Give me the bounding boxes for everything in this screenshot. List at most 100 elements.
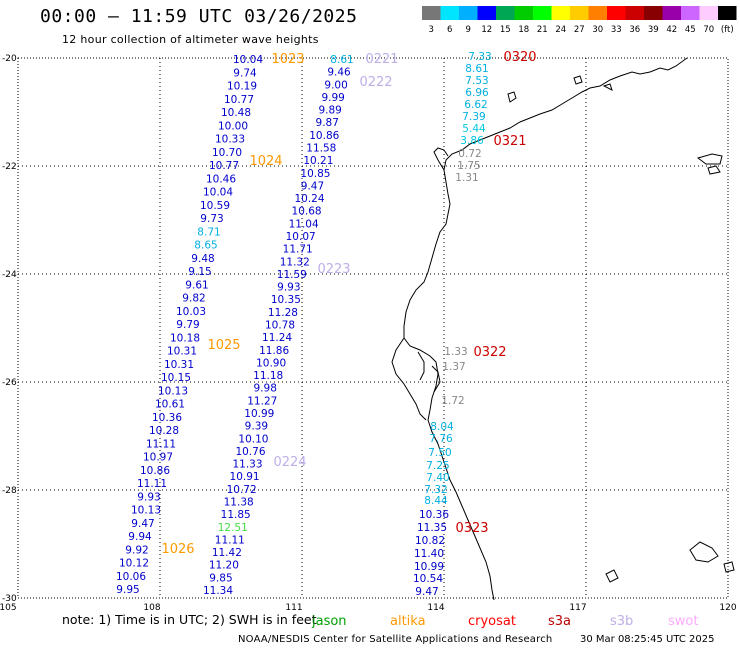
pass-date-label: 0223 (317, 262, 350, 277)
swh-value: 9.99 (321, 92, 344, 104)
swh-value: 11.11 (215, 534, 245, 546)
swh-value: 10.04 (203, 187, 233, 199)
footer-note-text: note: 1) Time is in UTC; 2) SWH is in fe… (62, 612, 317, 627)
swh-value: 11.38 (224, 497, 254, 509)
island-4 (696, 153, 723, 165)
pass-date-label: 0321 (493, 134, 526, 149)
swh-value: 8.04 (430, 421, 454, 433)
pass-date-label: 0320 (503, 50, 536, 65)
swh-value: 9.85 (209, 572, 232, 584)
timestamp: 30 Mar 08:25:45 UTC 2025 (580, 634, 715, 645)
colorbar-label: 9 (466, 25, 471, 34)
swh-value: 10.61 (155, 399, 185, 411)
colorbar-swatch (644, 6, 663, 20)
legend-cryosat: cryosat (468, 614, 516, 629)
swh-value: 10.13 (158, 385, 188, 397)
colorbar-swatch (496, 6, 515, 20)
colorbar-swatch (477, 6, 496, 20)
swh-value: 10.46 (206, 173, 236, 185)
pass-date-label: 1026 (161, 542, 194, 557)
colorbar-swatch (662, 6, 681, 20)
swh-value: 9.92 (125, 544, 148, 556)
colorbar-swatch (551, 6, 570, 20)
colorbar-label: 15 (500, 25, 511, 34)
swh-value: 5.44 (462, 123, 486, 135)
colorbar-label: 18 (518, 25, 529, 34)
colorbar-swatch (422, 6, 441, 20)
swh-value: 11.04 (289, 218, 319, 230)
swh-value: 7.50 (428, 447, 451, 459)
swh-value: 10.15 (161, 372, 191, 384)
swh-value: 1.33 (444, 346, 467, 358)
swh-value: 9.87 (316, 117, 339, 129)
swh-value: 8.65 (194, 240, 217, 252)
map-title: 00:00 – 11:59 UTC 03/26/2025 (40, 6, 358, 27)
y-tick-label: -20 (2, 54, 17, 64)
shark-bay-peninsula (391, 337, 441, 421)
swh-value: 7.40 (426, 472, 449, 484)
colorbar-label: 21 (537, 25, 548, 34)
swh-value: 10.91 (230, 471, 260, 483)
pass-date-label: 0222 (359, 75, 392, 90)
swh-value: 10.77 (209, 160, 239, 172)
swh-value: 10.36 (419, 509, 449, 521)
colorbar-label: 3 (429, 25, 434, 34)
swh-value: 10.28 (149, 425, 179, 437)
swh-value: 10.31 (164, 359, 194, 371)
colorbar-labels: 3 6 9 12 15 18 21 24 27 30 33 36 39 42 45 70 (ft) (429, 25, 734, 34)
swh-value: 7.25 (426, 460, 449, 472)
y-tick-label: -30 (2, 594, 17, 604)
swh-value: 10.82 (415, 535, 445, 547)
swh-value: 9.61 (185, 279, 208, 291)
swh-value: 10.77 (224, 94, 254, 106)
legend-jason: jason (311, 614, 347, 629)
swh-value: 11.32 (280, 256, 310, 268)
swh-value: 8.71 (197, 226, 220, 238)
island-7 (605, 569, 619, 583)
legend-altika: altika (390, 614, 426, 629)
australia-coastline (403, 57, 688, 601)
swh-value: 10.86 (309, 130, 339, 142)
swh-value: 9.95 (116, 584, 139, 596)
colorbar-swatch (514, 6, 533, 20)
swh-value: 11.85 (221, 509, 251, 521)
swh-value: 10.18 (170, 332, 200, 344)
legend-s3b: s3b (610, 614, 633, 629)
swh-value: 10.36 (152, 412, 182, 424)
swh-value: 10.24 (294, 193, 324, 205)
swh-value: 11.42 (212, 547, 242, 559)
swh-value: 8.61 (330, 54, 353, 66)
swh-value: 7.53 (465, 75, 488, 87)
x-tick-label: 117 (569, 603, 586, 613)
swh-value: 11.27 (247, 395, 277, 407)
y-tick-label: -28 (2, 486, 17, 496)
colorbar-swatch (681, 6, 700, 20)
swh-value: 9.93 (277, 282, 300, 294)
y-tick-label: -26 (2, 378, 17, 388)
credit: NOAA/NESDIS Center for Satellite Applica… (238, 634, 553, 645)
pass-date-label: 1025 (207, 338, 240, 353)
swh-value: 6.96 (465, 87, 489, 99)
swh-value: 10.86 (140, 465, 170, 477)
colorbar-label: 33 (611, 25, 622, 34)
colorbar-label: 36 (629, 25, 640, 34)
swh-value: 9.47 (131, 518, 154, 530)
swh-value: 10.68 (292, 206, 322, 218)
swh-value: 7.76 (429, 433, 453, 445)
swh-value: 11.71 (283, 244, 313, 256)
island-6 (689, 541, 719, 563)
footer-note: note: 1) Time is in UTC; 2) SWH is in fe… (62, 612, 317, 627)
colorbar-label: 6 (447, 25, 452, 34)
swh-value: 10.54 (413, 573, 443, 585)
swh-value: 9.79 (176, 319, 199, 331)
colorbar-label: 42 (666, 25, 677, 34)
colorbar-swatch (625, 6, 644, 20)
pass-date-label: 0322 (473, 345, 506, 360)
swh-value: 1.72 (441, 395, 464, 407)
swh-value: 10.21 (303, 155, 333, 167)
colorbar-label: 70 (703, 25, 714, 34)
swh-value: 9.46 (327, 67, 351, 79)
colorbar-swatch (588, 6, 607, 20)
legend-s3a: s3a (548, 614, 571, 629)
swh-value: 3.86 (460, 135, 484, 147)
